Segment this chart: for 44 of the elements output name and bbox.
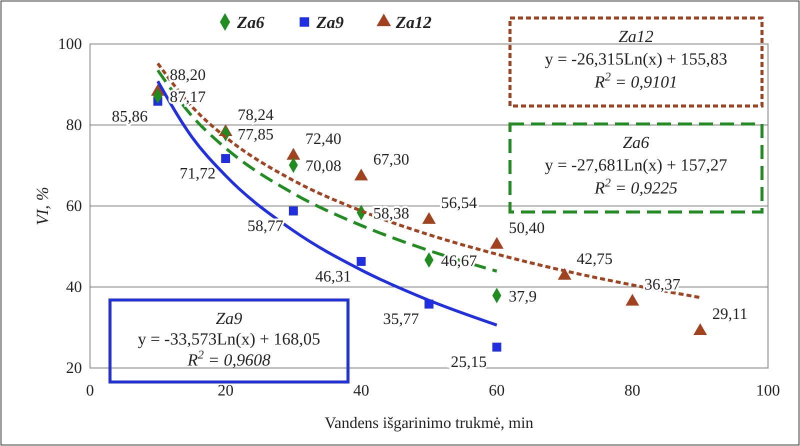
data-label: 70,08 [305,158,342,176]
x-tick-label: 60 [488,382,505,400]
data-label: 46,31 [315,268,352,286]
x-tick-label: 0 [86,382,94,400]
annotation: R$^{2}$ = 0,9608 [186,347,272,370]
y-tick-label: 20 [66,360,82,378]
y-tick-label: 80 [66,117,82,134]
data-label: 58,77 [247,218,284,235]
data-label: 77,85 [238,126,274,144]
data-label: 88,20 [170,66,206,84]
data-label: 25,15 [450,354,487,372]
annotation: Za9 [216,309,243,328]
data-label: 50,40 [508,220,545,237]
annotation: Za6 [622,133,650,152]
x-axis-title: Vandens išgarinimo trukmė, min [324,415,534,432]
annotation: Za12 [618,27,654,46]
data-label: 56,54 [441,195,477,212]
y-axis-title: VI, % [33,186,52,226]
data-label: 71,72 [180,166,216,183]
data-label: 29,11 [712,306,748,324]
x-tick-label: 40 [353,382,370,400]
data-label: 37,9 [508,288,537,306]
data-label: 42,75 [576,250,613,268]
x-tick-label: 100 [756,382,780,400]
data-label: 72,40 [305,130,342,148]
y-tick-label: 100 [58,36,82,54]
x-tick-label: 20 [218,382,234,400]
data-label: 58,38 [373,206,410,223]
data-label: 67,30 [373,151,410,168]
data-label: 78,24 [238,107,274,124]
legend-label: Za9 [315,13,344,32]
data-label: 35,77 [383,311,419,328]
data-label: 36,37 [644,276,680,294]
x-tick-label: 80 [624,382,640,400]
y-tick-label: 40 [66,279,82,296]
annotation: y = -26,315Ln(x) + 155,83 [544,50,728,69]
annotation: y = -27,681Ln(x) + 157,27 [544,156,728,175]
legend-label: Za6 [236,13,265,32]
annotation: R$^{2}$ = 0,9101 [593,69,678,92]
y-tick-label: 60 [66,198,82,216]
data-label: 85,86 [112,108,148,126]
legend-label: Za12 [394,13,432,32]
annotation: R$^{2}$ = 0,9225 [593,175,678,198]
annotation: y = -33,573Ln(x) + 168,05 [138,330,320,349]
